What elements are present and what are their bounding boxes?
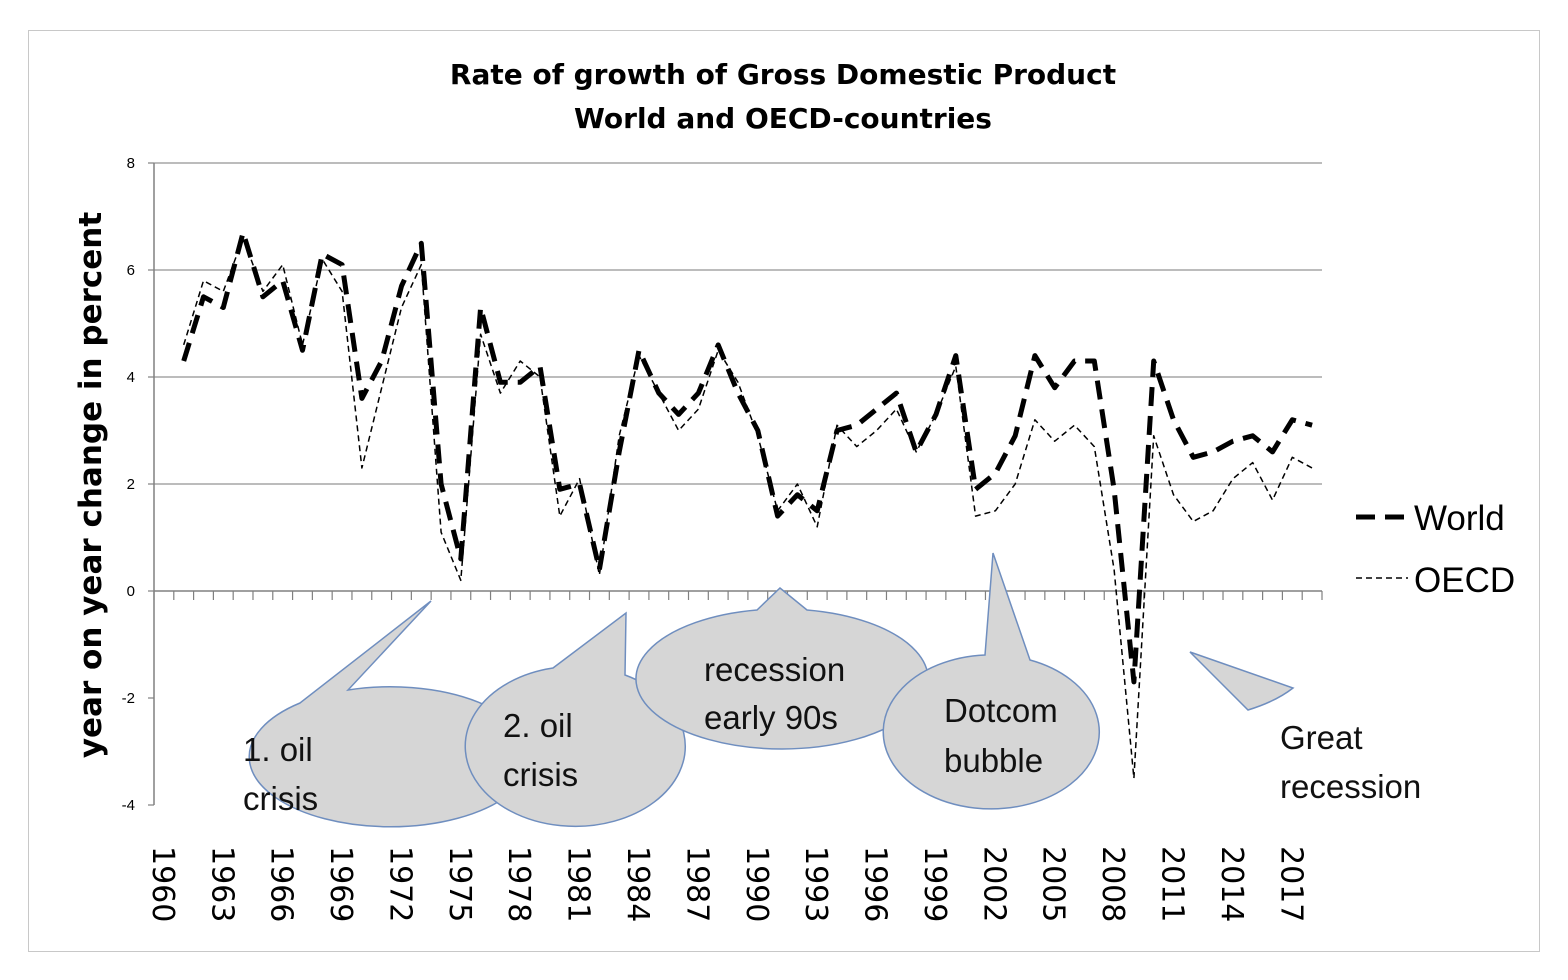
- callout-text-line-2: crisis: [503, 756, 578, 793]
- callout-text-line-2: crisis: [243, 780, 318, 817]
- legend: World OECD: [1356, 499, 1515, 600]
- x-tick-label: 1978: [501, 846, 536, 922]
- y-tick-label: 0: [127, 583, 135, 600]
- chart-title-line-1: Rate of growth of Gross Domestic Product: [450, 58, 1116, 91]
- callout-oil-crisis-2: 2. oil crisis: [464, 611, 686, 828]
- callout-great-recession: Great recession: [1189, 651, 1421, 805]
- y-tick-label: 2: [127, 476, 135, 493]
- y-tick-label: -4: [122, 797, 135, 814]
- x-tick-label: 1999: [917, 846, 952, 922]
- callout-text-line-2: early 90s: [704, 699, 838, 736]
- callout-text-line-1: 1. oil: [243, 731, 313, 768]
- x-tick-label: 1996: [858, 846, 893, 922]
- callout-shape: [635, 587, 929, 750]
- y-tick-label: 6: [127, 262, 135, 279]
- x-tick-label: 2002: [976, 846, 1011, 922]
- x-tick-label: 2014: [1214, 846, 1249, 922]
- y-tick-label: -2: [122, 690, 135, 707]
- callout-shape: [882, 552, 1100, 810]
- y-tick-label: 4: [127, 369, 135, 386]
- x-tick-label: 1981: [561, 846, 596, 922]
- axes: [153, 163, 1323, 805]
- x-tick-label: 2008: [1095, 846, 1130, 922]
- x-tick-label: 1987: [679, 846, 714, 922]
- y-tick-label: 8: [127, 155, 135, 172]
- callout-oil-crisis-1: 1. oil crisis: [243, 600, 532, 828]
- callout-text-line-2: recession: [1280, 768, 1421, 805]
- series-lines: [181, 230, 1313, 780]
- callout-text-line-1: 2. oil: [503, 707, 573, 744]
- x-tick-label: 1972: [382, 846, 417, 922]
- series-line-world: [181, 230, 1313, 685]
- x-tick-label: 1966: [264, 846, 299, 922]
- callout-shape: [1189, 651, 1295, 711]
- x-tick-label: 1984: [620, 846, 655, 922]
- x-tick-label: 2005: [1036, 846, 1071, 922]
- x-tick-label: 1975: [442, 846, 477, 922]
- x-tick-label: 2011: [1155, 846, 1190, 922]
- x-tick-label: 1990: [739, 846, 774, 922]
- x-tick-label: 1969: [323, 846, 358, 922]
- callout-text-line-1: Dotcom: [944, 692, 1058, 729]
- y-axis-label: year on year change in percent: [73, 212, 109, 759]
- legend-oecd-label: OECD: [1414, 561, 1515, 600]
- gridlines: [148, 162, 1322, 806]
- callout-recession-early-90s: recession early 90s: [635, 587, 929, 750]
- legend-world-label: World: [1414, 499, 1505, 538]
- x-tick-label: 1993: [798, 846, 833, 922]
- callout-text-line-1: recession: [704, 651, 845, 688]
- callout-text-line-2: bubble: [944, 742, 1043, 779]
- callout-text-line-1: Great: [1280, 719, 1363, 756]
- callout-shape: [248, 600, 532, 828]
- x-tick-label: 1963: [204, 846, 239, 922]
- callout-shape: [464, 611, 686, 828]
- x-tick-label: 1960: [145, 846, 180, 922]
- callout-dotcom-bubble: Dotcom bubble: [882, 552, 1100, 810]
- x-tick-labels: 1960 1963 1966 1969 1972 1975 1978 1981 1984 1987…: [145, 846, 1308, 922]
- y-tick-labels: -4 -2 0 2 4 6 8: [122, 155, 135, 814]
- chart-title-line-2: World and OECD-countries: [574, 102, 992, 135]
- x-tick-label: 2017: [1273, 846, 1308, 922]
